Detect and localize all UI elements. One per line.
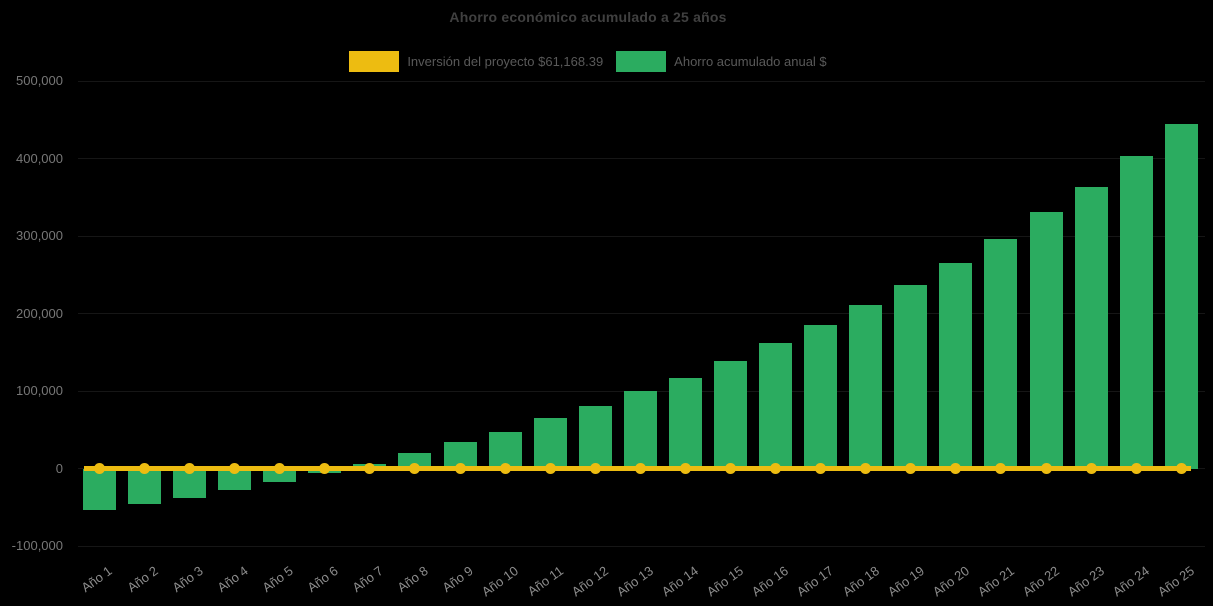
bar-año-23: [1074, 186, 1108, 469]
x-axis-tick-label: Año 12: [568, 563, 612, 600]
bar-año-10: [488, 431, 522, 469]
investment-line-marker: [1040, 463, 1052, 475]
x-axis-tick-label: Año 14: [659, 563, 702, 600]
investment-line-marker: [679, 463, 691, 475]
bar-año-24: [1119, 155, 1153, 469]
x-axis-tick-label: Año 22: [1019, 563, 1062, 600]
investment-line-marker: [364, 463, 376, 475]
x-axis-tick-label: Año 1: [78, 563, 116, 596]
savings-legend-swatch: [616, 51, 667, 72]
x-axis-tick-label: Año 11: [524, 563, 567, 599]
bar-año-14: [668, 377, 702, 469]
y-axis-tick-label: 0: [55, 460, 63, 476]
x-axis-tick-label: Año 25: [1154, 563, 1198, 600]
x-axis-tick-label: Año 19: [884, 563, 927, 600]
investment-line-marker: [184, 463, 196, 475]
y-axis-tick-label: 200,000: [16, 305, 63, 321]
y-axis-tick-label: -100,000: [11, 538, 63, 554]
investment-line-marker: [905, 463, 917, 475]
x-axis-tick-label: Año 18: [839, 563, 882, 600]
bar-año-19: [894, 285, 928, 469]
investment-line-marker: [499, 463, 511, 475]
x-axis-tick-label: Año 17: [794, 563, 837, 600]
x-axis-tick-label: Año 16: [749, 563, 792, 600]
bar-año-18: [849, 304, 883, 469]
legend-item-savings: Ahorro acumulado anual $: [616, 51, 827, 72]
x-axis-tick-label: Año 20: [929, 563, 972, 600]
bar-año-5: [263, 468, 297, 482]
investment-line-marker: [274, 463, 286, 475]
bar-año-20: [939, 262, 973, 469]
investment-line-marker: [724, 463, 736, 475]
y-axis-tick-label: 300,000: [16, 228, 63, 244]
chart-title: Ahorro económico acumulado a 25 años: [449, 9, 727, 25]
x-axis-tick-label: Año 4: [214, 563, 251, 596]
gridline--100000: [78, 545, 1205, 547]
x-axis-tick-label: Año 21: [974, 563, 1017, 600]
investment-line-marker: [634, 463, 646, 475]
gridline-400000: [78, 158, 1205, 160]
x-axis-tick-label: Año 24: [1109, 563, 1153, 600]
investment-line-marker: [229, 463, 241, 475]
bar-año-15: [713, 361, 747, 469]
gridline-500000: [78, 80, 1205, 82]
investment-line-marker: [860, 463, 872, 475]
investment-line-marker: [589, 463, 601, 475]
y-axis-tick-label: 500,000: [16, 73, 63, 89]
bar-año-25: [1164, 124, 1198, 469]
investment-line-marker: [544, 463, 556, 475]
bar-año-4: [218, 468, 252, 490]
savings-legend-label: Ahorro acumulado anual $: [674, 54, 827, 69]
bar-año-13: [623, 391, 657, 469]
x-axis-tick-label: Año 2: [123, 563, 161, 596]
bar-año-17: [804, 324, 838, 469]
bar-año-2: [127, 468, 161, 504]
investment-line-marker: [138, 463, 150, 475]
bar-año-22: [1029, 211, 1063, 469]
legend: Inversión del proyecto $61,168.39 Ahorro…: [0, 51, 1176, 72]
investment-line-marker: [815, 463, 827, 475]
bar-año-12: [578, 405, 612, 469]
x-axis-tick-label: Año 9: [439, 563, 476, 596]
x-axis-tick-label: Año 3: [169, 563, 206, 596]
legend-item-investment: Inversión del proyecto $61,168.39: [349, 51, 603, 72]
investment-line-marker: [1175, 463, 1187, 475]
x-axis-tick-label: Año 13: [614, 563, 657, 600]
y-axis-tick-label: 400,000: [16, 150, 63, 166]
bar-año-21: [984, 238, 1018, 469]
x-axis-tick-label: Año 15: [704, 563, 747, 600]
investment-line-marker: [93, 463, 105, 475]
investment-line-marker: [1130, 463, 1142, 475]
bar-año-16: [759, 342, 793, 469]
investment-legend-swatch: [349, 51, 400, 72]
investment-line-marker: [409, 463, 421, 475]
x-axis-tick-label: Año 6: [304, 563, 341, 596]
bar-año-1: [82, 468, 116, 510]
investment-legend-label: Inversión del proyecto $61,168.39: [407, 54, 604, 69]
gridline-200000: [78, 313, 1205, 315]
x-axis-tick-label: Año 10: [478, 563, 521, 600]
bar-año-11: [533, 418, 567, 469]
x-axis-tick-label: Año 7: [349, 563, 386, 596]
y-axis-tick-label: 100,000: [16, 383, 63, 399]
investment-line-marker: [995, 463, 1007, 475]
x-axis-tick-label: Año 5: [259, 563, 296, 596]
x-axis-tick-label: Año 23: [1064, 563, 1107, 600]
investment-line-marker: [454, 463, 466, 475]
bar-año-8: [398, 453, 432, 469]
investment-line-marker: [770, 463, 782, 475]
investment-line-marker: [950, 463, 962, 475]
x-axis-tick-label: Año 8: [394, 563, 431, 596]
investment-line-marker: [319, 463, 331, 475]
gridline-300000: [78, 235, 1205, 237]
investment-line-marker: [1085, 463, 1097, 475]
